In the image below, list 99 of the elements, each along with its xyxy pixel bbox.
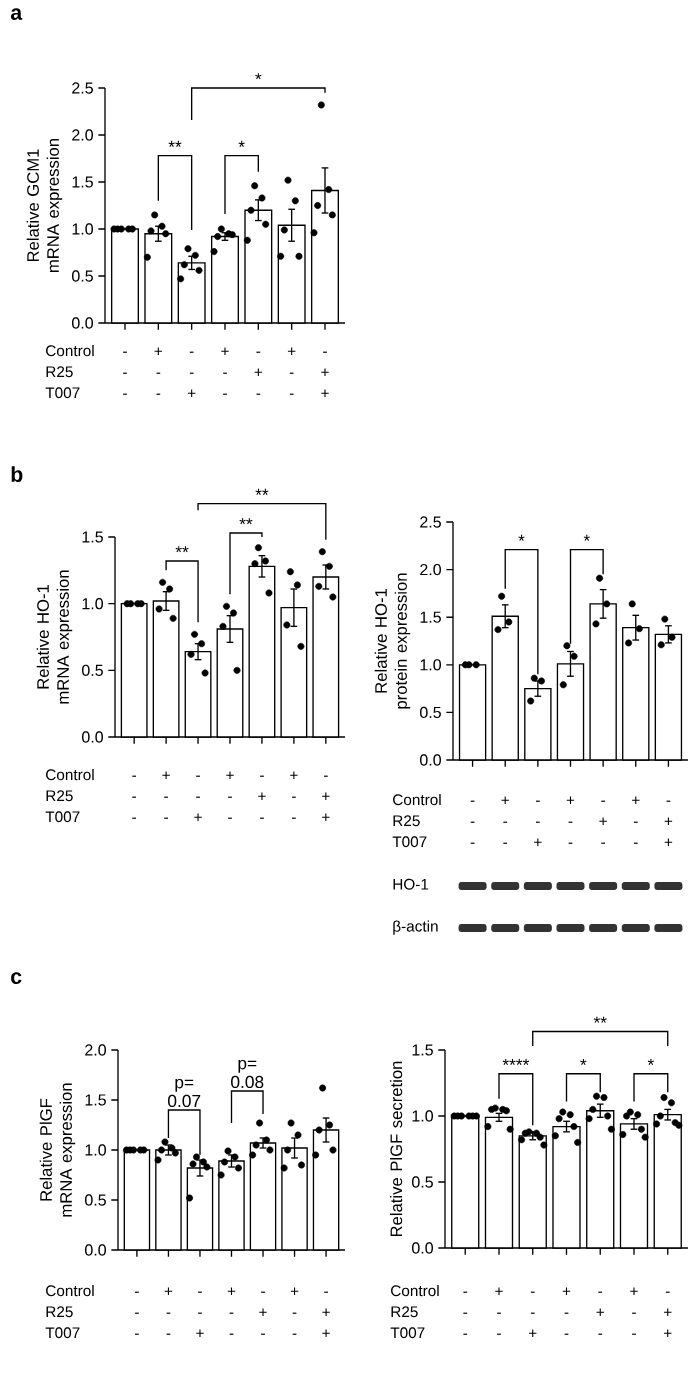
- category-label: - - -: [470, 800, 475, 844]
- category-label: - - +: [194, 775, 202, 821]
- text: T007: [392, 836, 427, 848]
- annotation: *: [580, 1058, 587, 1065]
- annotation: *: [238, 140, 245, 147]
- chart-title: c: [11, 972, 22, 984]
- y-tick-label: 2.5: [420, 516, 441, 528]
- annotation: ****: [502, 1058, 530, 1065]
- y-tick-label: 0.5: [85, 1194, 106, 1206]
- text: **: [239, 518, 253, 525]
- category-label: + - -: [630, 1287, 638, 1335]
- y-tick-label: 0.0: [412, 1242, 433, 1254]
- annotation: p= 0.08: [231, 1059, 264, 1089]
- y-tick-label: 0.0: [72, 317, 93, 329]
- text: R25: [46, 790, 73, 802]
- category-label: + - -: [632, 796, 640, 844]
- text: R25: [393, 815, 420, 827]
- text: *: [255, 73, 262, 80]
- chart-title: a: [10, 8, 23, 20]
- category-label: + - -: [495, 1287, 503, 1335]
- x-tick-label: - + +: [322, 775, 330, 821]
- y-tick-label: 1.0: [72, 223, 93, 235]
- y-tick-label: 1.0: [85, 1144, 106, 1156]
- y-axis-title: Relative PlGF mRNA expression: [39, 1083, 76, 1217]
- y-tick-label: 1.0: [412, 1110, 433, 1122]
- annotation: *: [647, 1058, 654, 1065]
- y-tick-label: 0.5: [420, 706, 441, 719]
- category-label: + - -: [562, 1287, 571, 1335]
- text: T007: [45, 1327, 80, 1339]
- x-tick-label: - + +: [322, 1291, 330, 1337]
- y-axis-title: Relative GCM1 mRNA expression: [26, 139, 63, 273]
- y-tick-label: 0.5: [72, 270, 93, 282]
- category-label: + - -: [226, 771, 234, 819]
- category-label: + - -: [221, 347, 229, 395]
- y-tick-label: 0.0: [82, 731, 103, 743]
- category-label: + - -: [290, 771, 298, 819]
- y-tick-label: 1.5: [82, 531, 103, 543]
- y-tick-label: 1.5: [412, 1044, 433, 1056]
- category-label: - - +: [534, 800, 542, 846]
- y-tick-label: 0.5: [412, 1176, 433, 1188]
- text: Control: [393, 793, 441, 806]
- y-axis-title: Relative PlGF secretion: [389, 1061, 403, 1237]
- category-label: - - -: [463, 1291, 468, 1335]
- x-tick-label: - + +: [664, 800, 673, 846]
- category-label: + - -: [162, 771, 170, 819]
- category-label: + - -: [154, 347, 163, 395]
- text: β-actin: [393, 920, 438, 935]
- y-tick-label: 2.0: [72, 129, 93, 141]
- category-label: - - +: [187, 351, 196, 397]
- y-tick-label: 0.5: [82, 664, 103, 676]
- x-tick-label: - + -: [596, 1291, 604, 1335]
- text: Control: [391, 1284, 439, 1297]
- annotation: **: [168, 140, 182, 147]
- category-label: + - -: [287, 347, 296, 395]
- text: T007: [390, 1327, 425, 1339]
- category-label: - - +: [196, 1291, 204, 1337]
- annotation: p= 0.07: [168, 1078, 201, 1108]
- text: T007: [45, 811, 80, 823]
- category-label: + - -: [566, 796, 575, 844]
- y-tick-label: 1.0: [420, 659, 441, 671]
- y-tick-label: 2.5: [72, 82, 93, 94]
- text: R25: [46, 366, 73, 378]
- text: Control: [46, 768, 94, 781]
- y-tick-label: 1.5: [420, 611, 441, 623]
- category-label: - - -: [132, 775, 137, 819]
- x-tick-label: - + -: [599, 800, 607, 844]
- category-label: - - +: [529, 1291, 537, 1337]
- annotation: *: [518, 534, 525, 541]
- y-axis-title: Relative HO-1 mRNA expression: [36, 570, 73, 704]
- y-tick-label: 2.0: [420, 563, 441, 576]
- y-tick-label: 1.5: [85, 1094, 106, 1106]
- annotation: *: [583, 534, 590, 541]
- chart-title: b: [11, 466, 23, 482]
- x-tick-label: - + -: [258, 775, 266, 819]
- y-tick-label: 2.0: [85, 1044, 106, 1056]
- y-tick-label: 0.0: [85, 1244, 106, 1256]
- y-tick-label: 1.5: [72, 176, 93, 188]
- category-label: + - -: [290, 1287, 299, 1335]
- text: HO-1: [393, 878, 429, 890]
- text: Control: [46, 344, 94, 357]
- text: R25: [46, 1306, 73, 1318]
- x-tick-label: - + +: [321, 351, 329, 397]
- text: **: [255, 488, 269, 495]
- y-tick-label: 0.0: [420, 754, 441, 766]
- y-axis-title: Relative HO-1 protein expression: [374, 573, 411, 709]
- text: Control: [46, 1284, 94, 1297]
- category-label: + - -: [501, 796, 509, 844]
- text: R25: [391, 1306, 418, 1318]
- x-tick-label: - + +: [664, 1291, 672, 1337]
- x-tick-label: - + -: [254, 351, 263, 395]
- x-tick-label: - + -: [259, 1291, 267, 1335]
- category-label: - - -: [123, 351, 127, 395]
- text: T007: [45, 387, 80, 399]
- category-label: + - -: [164, 1287, 173, 1335]
- category-label: - - -: [135, 1291, 139, 1335]
- y-tick-label: 1.0: [82, 598, 103, 610]
- annotation: **: [175, 546, 189, 553]
- category-label: + - -: [227, 1287, 236, 1335]
- text: **: [593, 1016, 607, 1023]
